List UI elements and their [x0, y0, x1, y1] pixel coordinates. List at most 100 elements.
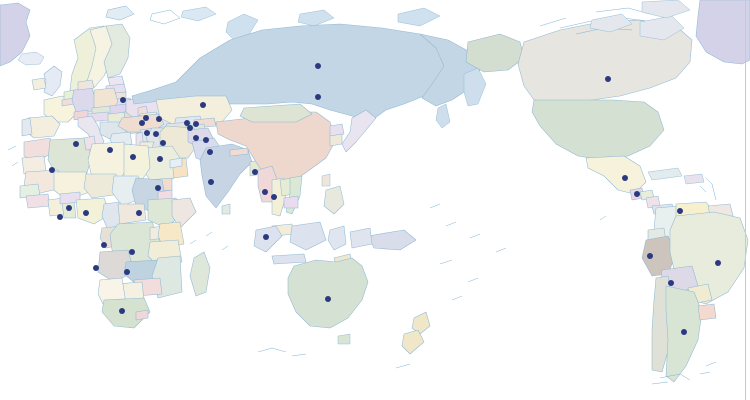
capital-marker[interactable]: Naypyidaw — [262, 189, 268, 195]
capital-marker[interactable]: Sanaa — [155, 185, 161, 191]
region-new-zealand-north — [412, 312, 430, 334]
southern-ocean-coast — [257, 347, 411, 369]
region-ellesmere — [642, 0, 690, 18]
region-uae — [170, 158, 182, 168]
capital-marker[interactable]: Tbilisi — [143, 115, 149, 121]
region-morocco — [24, 138, 54, 162]
capital-marker[interactable]: Mexico City — [622, 175, 628, 181]
capital-marker[interactable]: Dushanbe — [187, 125, 193, 131]
region-svalbard — [106, 6, 134, 20]
capital-marker[interactable]: Pretoria — [119, 308, 125, 314]
region-philippines — [324, 186, 344, 214]
capital-marker[interactable]: Algiers — [73, 141, 79, 147]
capital-marker[interactable]: Baghdad — [153, 131, 159, 137]
capital-marker[interactable]: Dhaka — [252, 169, 258, 175]
region-borneo — [290, 222, 326, 250]
lesser-antilles-coast — [699, 177, 717, 201]
capital-marker-layer[interactable]: Moscow Novosibirsk-Russia Kyiv AnkaraTbilis… — [49, 63, 721, 335]
capital-marker[interactable]: Ouagadougou — [66, 205, 72, 211]
capital-marker[interactable]: Tehran — [160, 140, 166, 146]
capital-marker[interactable]: Canberra — [325, 296, 331, 302]
capital-marker[interactable]: Brasilia — [715, 260, 721, 266]
capital-marker[interactable]: Ankara — [139, 120, 145, 126]
capital-marker[interactable]: Lusaka — [124, 269, 130, 275]
capital-marker[interactable]: Novosibirsk-Russia — [315, 63, 321, 69]
capital-marker[interactable]: Luanda — [93, 265, 99, 271]
region-guinea — [26, 194, 50, 208]
region-uruguay — [698, 304, 716, 320]
region-japan — [342, 110, 376, 152]
capital-marker[interactable]: Islamabad — [203, 137, 209, 143]
region-egypt — [124, 144, 150, 180]
tierra-del-fuego-coast — [651, 373, 691, 385]
region-denmark — [78, 80, 94, 90]
region-greenland-east — [696, 0, 750, 64]
capital-marker[interactable]: Bishkek — [193, 121, 199, 127]
capital-marker[interactable]: Guatemala City — [634, 191, 640, 197]
region-franz-josef — [181, 7, 216, 21]
capital-marker[interactable]: Riyadh — [157, 156, 163, 162]
region-cambodia — [284, 196, 298, 208]
region-sulawesi — [328, 226, 346, 250]
capital-marker[interactable]: Caracas — [677, 208, 683, 214]
region-mongolia — [240, 104, 312, 122]
capital-marker[interactable]: Tashkent — [184, 120, 190, 126]
capital-marker[interactable]: Abuja — [83, 210, 89, 216]
right-frame-line — [745, 0, 746, 400]
region-west-papua — [350, 228, 372, 248]
capital-marker[interactable]: Nouakchott — [49, 167, 55, 173]
capital-marker[interactable]: Tripoli — [107, 147, 113, 153]
capital-marker[interactable]: Kabul — [193, 135, 199, 141]
capital-marker[interactable]: La Paz — [668, 280, 674, 286]
capital-marker[interactable]: Damascus — [144, 130, 150, 136]
region-finland — [104, 24, 130, 78]
region-sri-lanka — [222, 204, 230, 214]
falklands-coast — [699, 361, 717, 375]
capital-marker[interactable]: Buenos Aires — [681, 329, 687, 335]
region-car — [118, 204, 146, 224]
region-south-africa — [102, 298, 150, 328]
region-south-korea — [330, 134, 342, 146]
region-lesotho — [136, 310, 148, 320]
capital-marker[interactable]: New Delhi — [207, 149, 213, 155]
capital-marker[interactable]: Addis Ababa — [136, 210, 142, 216]
region-taiwan — [322, 174, 330, 186]
region-java — [272, 254, 306, 264]
region-nigeria — [76, 198, 110, 224]
region-madagascar — [190, 252, 210, 296]
atlantic-islands-coast — [7, 145, 607, 221]
capital-marker[interactable]: Lima — [647, 253, 653, 259]
region-severnaya-zemlya — [298, 10, 334, 26]
capital-marker[interactable]: Vientiane — [271, 194, 277, 200]
capital-marker[interactable]: Mumbai-India — [208, 179, 214, 185]
region-india — [200, 144, 252, 208]
region-new-siberian-isles — [398, 8, 440, 26]
capital-marker[interactable]: Astana — [200, 102, 206, 108]
capital-marker[interactable]: Kyiv — [120, 97, 126, 103]
region-united-states — [532, 100, 664, 160]
capital-marker[interactable]: Ottawa — [605, 76, 611, 82]
region-cuba — [648, 168, 682, 180]
region-iceland — [18, 52, 44, 65]
region-uk — [44, 66, 62, 96]
capital-marker[interactable]: Kinshasa — [101, 242, 107, 248]
region-slovakia — [110, 104, 126, 114]
region-victoria-isle — [590, 14, 632, 32]
landmass-layer — [0, 0, 750, 385]
capital-marker[interactable]: Baku — [156, 116, 162, 122]
region-nepal — [230, 148, 248, 156]
region-papua-new-guinea — [368, 230, 416, 250]
region-sakhalin — [436, 104, 450, 128]
region-portugal — [22, 118, 32, 136]
region-somalia — [172, 198, 196, 228]
capital-marker[interactable]: Moscow — [315, 94, 321, 100]
capital-marker[interactable]: Cairo — [130, 154, 136, 160]
capital-marker[interactable]: Kuala Lumpur — [263, 234, 269, 240]
region-ireland — [32, 78, 46, 90]
capital-marker[interactable]: Nairobi — [129, 249, 135, 255]
capital-marker[interactable]: Accra — [57, 214, 63, 220]
region-new-zealand-south — [402, 330, 424, 354]
region-australia — [288, 258, 368, 328]
